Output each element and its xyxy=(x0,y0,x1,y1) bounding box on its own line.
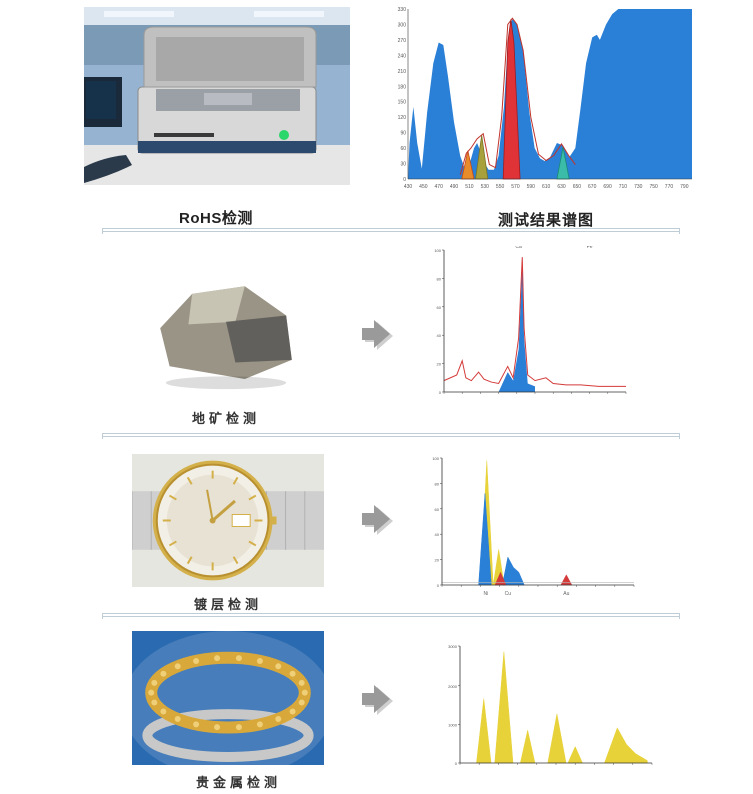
sample-image-watch xyxy=(132,454,324,587)
svg-text:650: 650 xyxy=(573,184,582,189)
mini-spectrum: 0100020003000 xyxy=(446,642,656,782)
svg-text:60: 60 xyxy=(435,507,440,512)
sample-label: 镀层检测 xyxy=(194,594,262,613)
arrow-right-icon xyxy=(362,316,396,356)
svg-text:120: 120 xyxy=(398,115,407,121)
svg-text:750: 750 xyxy=(649,184,658,189)
svg-text:80: 80 xyxy=(437,276,442,281)
svg-text:690: 690 xyxy=(603,184,612,189)
svg-text:330: 330 xyxy=(398,7,407,13)
svg-text:Cu: Cu xyxy=(505,591,512,597)
section-0: 地矿检测 020406080100CaFe xyxy=(84,246,694,416)
svg-text:590: 590 xyxy=(527,184,536,189)
svg-text:770: 770 xyxy=(665,184,674,189)
svg-text:30: 30 xyxy=(400,162,406,168)
svg-text:570: 570 xyxy=(511,184,520,189)
mini-spectrum: 020406080100NiCuAu xyxy=(428,454,638,604)
svg-text:450: 450 xyxy=(419,184,428,189)
section-1: 镀层检测 020406080100NiCuAu xyxy=(84,444,694,614)
svg-text:630: 630 xyxy=(557,184,566,189)
label-spectrum-main: 测试结果谱图 xyxy=(498,209,594,230)
svg-text:60: 60 xyxy=(400,146,406,152)
section-divider xyxy=(102,228,680,232)
svg-text:530: 530 xyxy=(481,184,490,189)
row1-panel: RoHS检测 0 30 60 90 120 150 180 210 240 270 300 330 43… xyxy=(84,7,694,229)
svg-text:300: 300 xyxy=(398,22,407,28)
spectrum-main-svg: 0 30 60 90 120 150 180 210 240 270 300 330 430 450 470… xyxy=(394,7,694,189)
label-rohs: RoHS检测 xyxy=(179,207,253,228)
svg-text:210: 210 xyxy=(398,69,407,75)
svg-text:40: 40 xyxy=(437,333,442,338)
svg-text:40: 40 xyxy=(435,532,440,537)
arrow-right-icon xyxy=(362,681,396,721)
svg-text:150: 150 xyxy=(398,100,407,106)
svg-text:790: 790 xyxy=(680,184,689,189)
svg-text:180: 180 xyxy=(398,84,407,90)
sample-image-rock xyxy=(132,271,320,398)
svg-text:60: 60 xyxy=(437,305,442,310)
mini-spectrum: 020406080100CaFe xyxy=(430,246,630,411)
svg-text:20: 20 xyxy=(435,558,440,563)
svg-text:270: 270 xyxy=(398,38,407,44)
svg-text:1000: 1000 xyxy=(448,722,458,727)
sample-label: 贵金属检测 xyxy=(196,772,281,791)
svg-text:Ca: Ca xyxy=(515,246,522,250)
svg-text:Ni: Ni xyxy=(484,591,489,597)
sample-label: 地矿检测 xyxy=(192,408,260,427)
svg-text:Fe: Fe xyxy=(587,246,593,250)
svg-text:3000: 3000 xyxy=(448,644,458,649)
section-2: 贵金属检测 0100020003000 xyxy=(84,624,694,794)
svg-text:670: 670 xyxy=(588,184,597,189)
svg-text:90: 90 xyxy=(400,131,406,137)
svg-text:100: 100 xyxy=(434,248,441,253)
arrow-right-icon xyxy=(362,501,396,541)
svg-text:0: 0 xyxy=(403,177,406,183)
svg-text:430: 430 xyxy=(404,184,413,189)
svg-text:610: 610 xyxy=(542,184,551,189)
svg-text:Au: Au xyxy=(563,591,569,597)
svg-text:490: 490 xyxy=(450,184,459,189)
spectrum-main: 0 30 60 90 120 150 180 210 240 270 300 330 430 450 470… xyxy=(394,7,694,189)
photo-rohs-machine xyxy=(84,7,350,185)
svg-text:470: 470 xyxy=(435,184,444,189)
svg-text:20: 20 xyxy=(437,362,442,367)
svg-text:550: 550 xyxy=(496,184,505,189)
svg-text:710: 710 xyxy=(619,184,628,189)
svg-text:730: 730 xyxy=(634,184,643,189)
svg-text:2000: 2000 xyxy=(448,684,458,689)
lab-photo-svg xyxy=(84,7,350,185)
svg-text:100: 100 xyxy=(432,456,439,461)
section-divider xyxy=(102,433,680,437)
svg-text:240: 240 xyxy=(398,53,407,59)
sample-image-jewelry xyxy=(132,631,324,765)
svg-text:80: 80 xyxy=(435,481,440,486)
svg-text:510: 510 xyxy=(465,184,474,189)
